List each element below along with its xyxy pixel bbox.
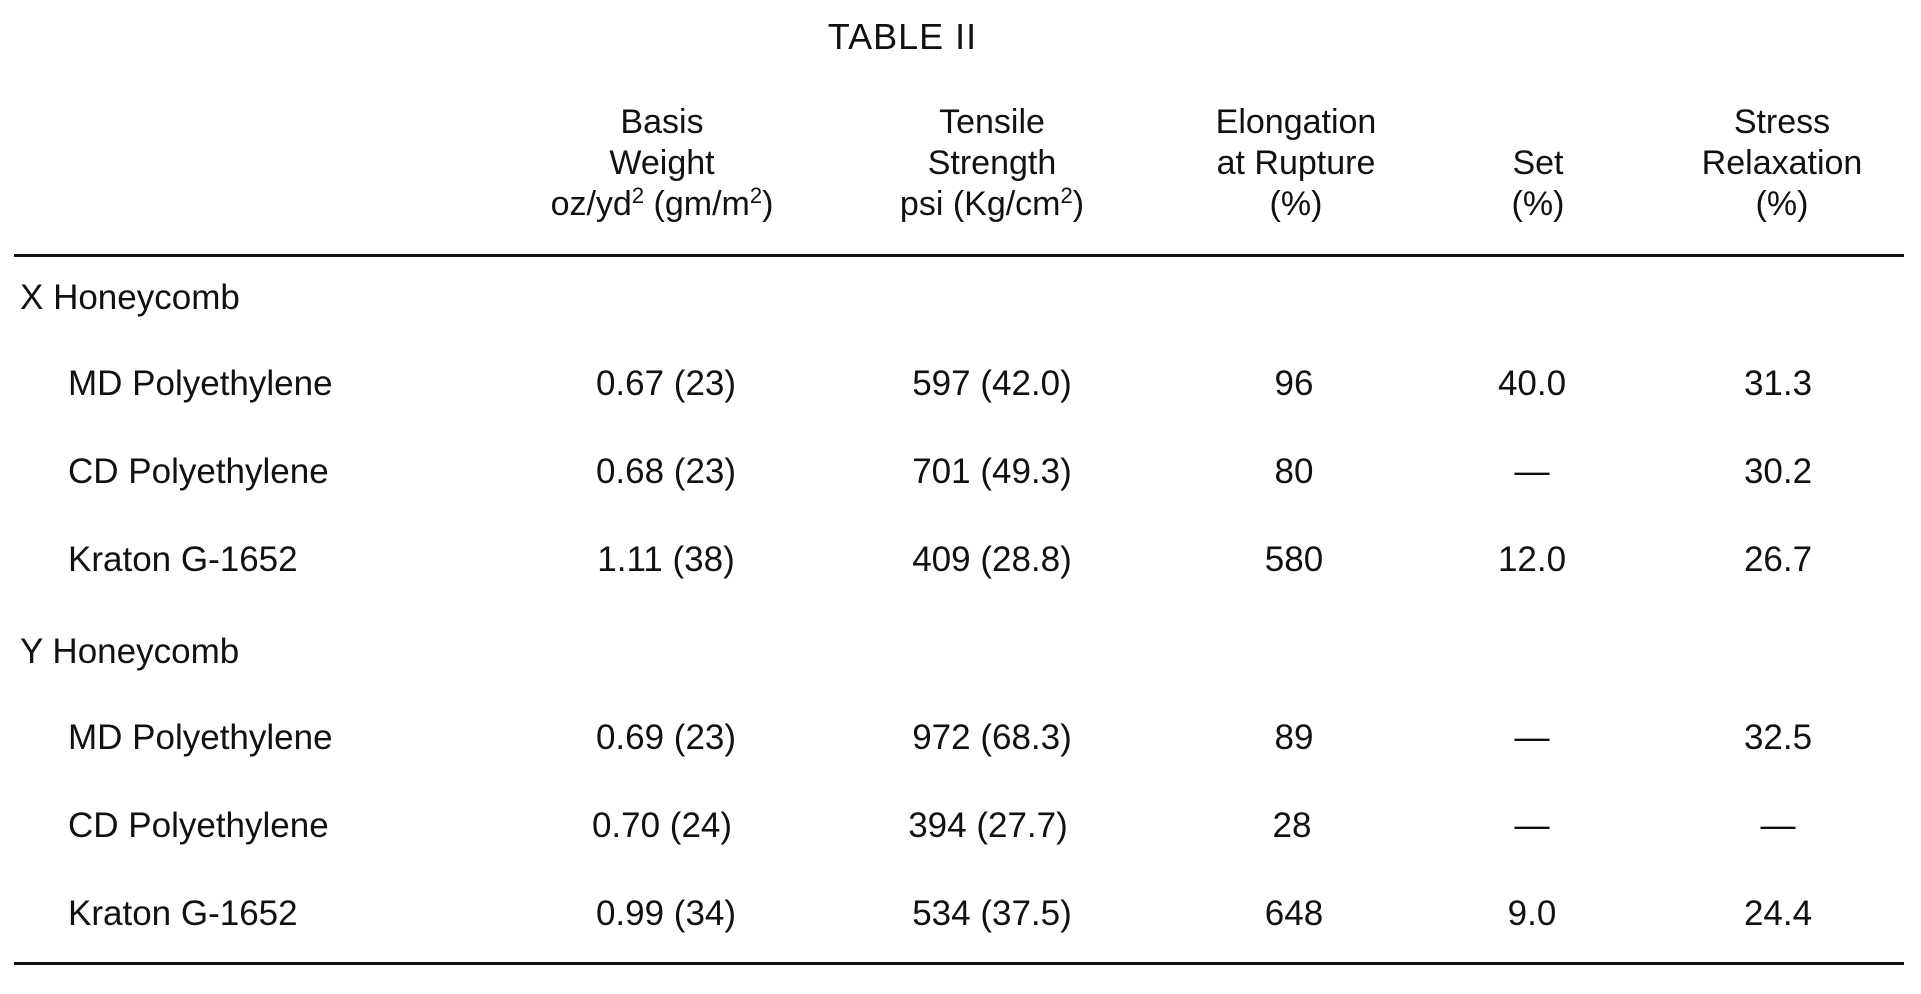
cell-basis-weight: 0.99 (34): [596, 894, 736, 934]
cell-basis-weight: 0.69 (23): [596, 718, 736, 758]
table-title: TABLE II: [0, 16, 1921, 58]
cell-basis-weight: 0.68 (23): [596, 452, 736, 492]
header-basis-weight-line1: Basis: [522, 102, 802, 143]
cell-elongation: 580: [1265, 540, 1323, 580]
header-rule: [14, 254, 1904, 257]
cell-elongation: 96: [1275, 364, 1314, 404]
table-row: Kraton G-1652 1.11 (38) 409 (28.8) 580 1…: [0, 540, 1921, 590]
table-row: MD Polyethylene 0.69 (23) 972 (68.3) 89 …: [0, 718, 1921, 768]
table-row: CD Polyethylene 0.70 (24) 394 (27.7) 28 …: [0, 806, 1921, 856]
cell-basis-weight: 0.70 (24): [592, 806, 732, 846]
basis-unit-b: (gm/m: [644, 185, 750, 223]
table-row: CD Polyethylene 0.68 (23) 701 (49.3) 80 …: [0, 452, 1921, 502]
header-set-line1: Set: [1398, 143, 1678, 184]
cell-tensile-strength: 701 (49.3): [912, 452, 1072, 492]
cell-set: 40.0: [1498, 364, 1566, 404]
header-elongation: Elongation at Rupture (%): [1156, 102, 1436, 225]
header-stress-line3: (%): [1642, 184, 1921, 225]
cell-tensile-strength: 394 (27.7): [908, 806, 1068, 846]
table-row: MD Polyethylene 0.67 (23) 597 (42.0) 96 …: [0, 364, 1921, 414]
header-tensile-units: psi (Kg/cm2): [852, 184, 1132, 225]
row-name: Kraton G-1652: [68, 540, 298, 580]
cell-stress-relaxation: 24.4: [1744, 894, 1812, 934]
cell-tensile-strength: 972 (68.3): [912, 718, 1072, 758]
cell-set: 12.0: [1498, 540, 1566, 580]
basis-unit-c: ): [762, 185, 773, 223]
cell-set: 9.0: [1508, 894, 1557, 934]
cell-stress-relaxation: —: [1761, 806, 1796, 846]
header-basis-weight-units: oz/yd2 (gm/m2): [522, 184, 802, 225]
cell-set: —: [1515, 806, 1550, 846]
basis-unit-sup1: 2: [632, 183, 644, 208]
header-elongation-line2: at Rupture: [1156, 143, 1436, 184]
cell-elongation: 89: [1275, 718, 1314, 758]
header-tensile-line2: Strength: [852, 143, 1132, 184]
row-name: Kraton G-1652: [68, 894, 298, 934]
basis-unit-a: oz/yd: [551, 185, 632, 223]
header-basis-weight-line2: Weight: [522, 143, 802, 184]
cell-stress-relaxation: 30.2: [1744, 452, 1812, 492]
header-tensile-strength: Tensile Strength psi (Kg/cm2): [852, 102, 1132, 225]
cell-tensile-strength: 534 (37.5): [912, 894, 1072, 934]
group-label-x: X Honeycomb: [20, 278, 240, 318]
header-basis-weight: Basis Weight oz/yd2 (gm/m2): [522, 102, 802, 225]
cell-basis-weight: 1.11 (38): [597, 540, 735, 580]
row-name: CD Polyethylene: [68, 806, 329, 846]
table-row: Kraton G-1652 0.99 (34) 534 (37.5) 648 9…: [0, 894, 1921, 944]
table-title-text: TABLE II: [828, 16, 977, 57]
cell-elongation: 648: [1265, 894, 1323, 934]
header-elongation-line3: (%): [1156, 184, 1436, 225]
row-name: MD Polyethylene: [68, 718, 333, 758]
cell-stress-relaxation: 26.7: [1744, 540, 1812, 580]
cell-set: —: [1515, 718, 1550, 758]
basis-unit-sup2: 2: [750, 183, 762, 208]
group-label-y: Y Honeycomb: [20, 632, 239, 672]
header-stress-line2: Relaxation: [1642, 143, 1921, 184]
cell-elongation: 80: [1275, 452, 1314, 492]
header-set: Set (%): [1398, 143, 1678, 225]
header-set-line2: (%): [1398, 184, 1678, 225]
header-tensile-line1: Tensile: [852, 102, 1132, 143]
cell-set: —: [1515, 452, 1550, 492]
cell-tensile-strength: 597 (42.0): [912, 364, 1072, 404]
cell-stress-relaxation: 32.5: [1744, 718, 1812, 758]
row-name: MD Polyethylene: [68, 364, 333, 404]
tensile-unit-b: ): [1073, 185, 1084, 223]
tensile-unit-sup: 2: [1061, 183, 1073, 208]
header-stress-relaxation: Stress Relaxation (%): [1642, 102, 1921, 225]
bottom-rule: [14, 962, 1904, 965]
cell-basis-weight: 0.67 (23): [596, 364, 736, 404]
cell-tensile-strength: 409 (28.8): [912, 540, 1072, 580]
tensile-unit-a: psi (Kg/cm: [900, 185, 1061, 223]
header-stress-line1: Stress: [1642, 102, 1921, 143]
header-elongation-line1: Elongation: [1156, 102, 1436, 143]
row-name: CD Polyethylene: [68, 452, 329, 492]
cell-stress-relaxation: 31.3: [1744, 364, 1812, 404]
cell-elongation: 28: [1273, 806, 1312, 846]
